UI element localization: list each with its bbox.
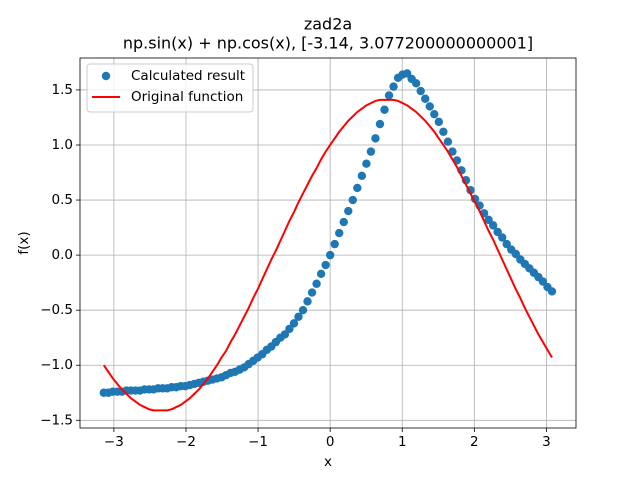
y-axis-label: f(x) (16, 231, 32, 254)
scatter-point (366, 147, 376, 156)
scatter-point (488, 221, 498, 230)
scatter-point (380, 105, 389, 114)
y-tick-label: −1.5 (40, 412, 73, 428)
scatter-point (411, 79, 421, 88)
scatter-point (448, 147, 457, 156)
y-tick-label: 0.0 (52, 247, 73, 263)
scatter-point (307, 288, 317, 297)
x-axis-label: x (324, 454, 332, 470)
scatter-point (416, 86, 425, 96)
scatter-point (498, 233, 507, 242)
scatter-point (362, 159, 371, 168)
scatter-point (430, 109, 439, 119)
scatter-point (312, 279, 321, 288)
scatter-point (335, 228, 344, 238)
scatter-point (344, 206, 353, 216)
legend-label: Calculated result (131, 68, 245, 84)
y-tick-label: 1.0 (52, 137, 73, 153)
scatter-point (425, 102, 434, 111)
scatter-point (357, 171, 367, 181)
scatter-point (547, 287, 557, 296)
scatter-point (434, 117, 444, 127)
plot-frame (79, 57, 577, 429)
scatter-point (294, 312, 303, 321)
scatter-point (384, 91, 394, 100)
scatter-point (339, 217, 348, 227)
scatter-point (321, 260, 330, 270)
legend-box (86, 63, 254, 113)
scatter-point (348, 195, 357, 205)
scatter-point (298, 305, 308, 315)
scatter-point (443, 137, 453, 146)
chart-subtitle: np.sin(x) + np.cos(x), [-3.14, 3.0772000… (123, 34, 533, 53)
y-tick-label: −1.0 (40, 357, 73, 373)
y-tick-label: 1.5 (52, 82, 73, 98)
x-tick-label: −1 (248, 434, 268, 450)
chart-title: zad2a (304, 15, 352, 34)
scatter-point (289, 319, 299, 328)
scatter-point (316, 269, 326, 279)
scatter-point (303, 297, 312, 306)
y-tick-label: −0.5 (40, 302, 73, 318)
x-tick-label: 2 (470, 434, 479, 450)
x-tick-label: 1 (398, 434, 407, 450)
line (102, 98, 553, 412)
scatter-point (325, 250, 335, 260)
x-tick-label: 3 (542, 434, 551, 450)
legend-swatch (101, 71, 111, 81)
scatter-point (330, 239, 339, 249)
scatter-point (353, 183, 362, 193)
scatter-point (421, 94, 430, 103)
x-tick-label: 0 (326, 434, 335, 450)
x-tick-label: −3 (104, 434, 124, 450)
scatter-point (371, 134, 380, 143)
scatter-point (389, 82, 398, 91)
x-tick-label: −2 (176, 434, 196, 450)
scatter-point (439, 127, 448, 136)
scatter-point (375, 119, 385, 129)
legend-label: Original function (131, 89, 243, 105)
y-tick-label: 0.5 (52, 192, 73, 208)
